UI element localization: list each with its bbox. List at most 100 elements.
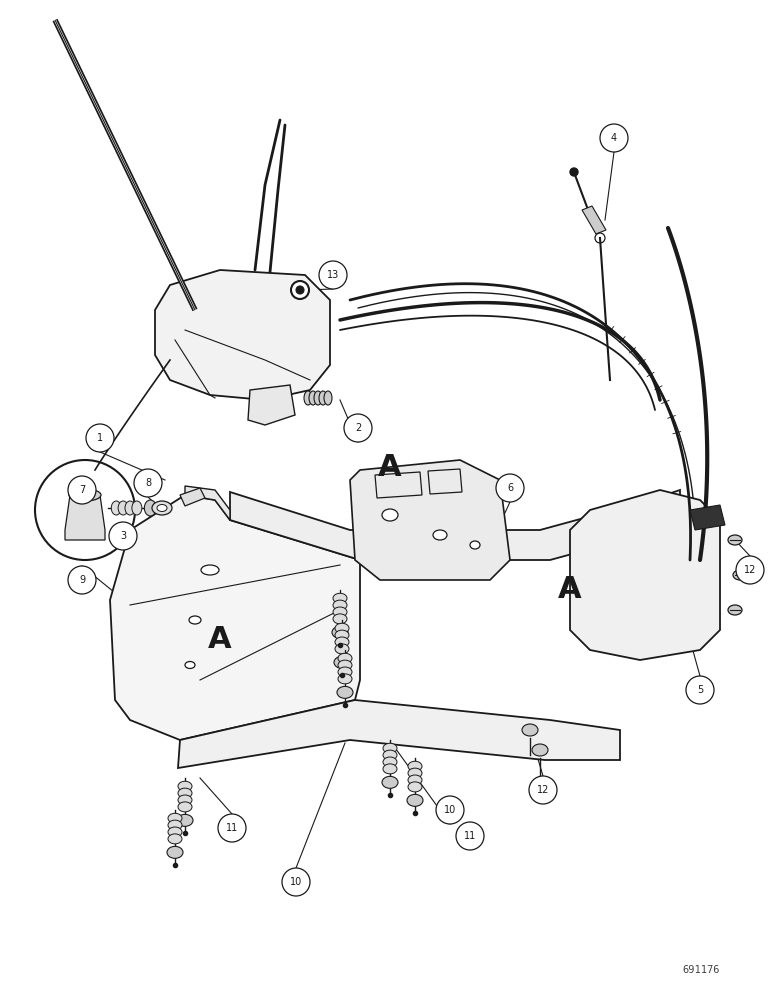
Ellipse shape [335,637,349,647]
Ellipse shape [338,653,352,663]
Circle shape [86,424,114,452]
Text: 2: 2 [355,423,361,433]
Ellipse shape [728,605,742,615]
Ellipse shape [407,794,423,806]
Ellipse shape [338,660,352,670]
Text: A: A [208,626,232,654]
Ellipse shape [333,607,347,617]
Polygon shape [110,495,360,740]
Text: 13: 13 [327,270,339,280]
Polygon shape [582,206,606,234]
Ellipse shape [111,501,121,515]
Ellipse shape [178,795,192,805]
Polygon shape [155,270,330,400]
Circle shape [736,556,764,584]
Ellipse shape [333,614,347,624]
Ellipse shape [532,744,548,756]
Ellipse shape [168,834,182,844]
Ellipse shape [125,501,135,515]
Polygon shape [248,385,295,425]
Circle shape [456,822,484,850]
Ellipse shape [177,814,193,826]
Ellipse shape [728,535,742,545]
Circle shape [496,474,524,502]
Ellipse shape [201,565,219,575]
Circle shape [68,476,96,504]
Ellipse shape [168,813,182,823]
Ellipse shape [144,500,157,516]
Ellipse shape [383,757,397,767]
Circle shape [109,522,137,550]
Ellipse shape [408,782,422,792]
Ellipse shape [335,644,349,654]
Ellipse shape [470,541,480,549]
Polygon shape [690,505,725,530]
Ellipse shape [382,776,398,788]
Text: 3: 3 [120,531,126,541]
Text: 10: 10 [290,877,302,887]
Ellipse shape [733,570,747,580]
Ellipse shape [408,775,422,785]
Ellipse shape [69,489,101,501]
Ellipse shape [382,509,398,521]
Polygon shape [185,486,230,520]
Ellipse shape [383,743,397,753]
Polygon shape [65,495,105,540]
Circle shape [344,414,372,442]
Ellipse shape [118,501,128,515]
Circle shape [686,676,714,704]
Ellipse shape [167,846,183,858]
Polygon shape [180,488,205,506]
Text: A: A [558,576,582,604]
Polygon shape [230,490,680,560]
Circle shape [134,469,162,497]
Ellipse shape [178,802,192,812]
Ellipse shape [338,667,352,677]
Ellipse shape [383,750,397,760]
Circle shape [296,286,304,294]
Text: 10: 10 [444,805,456,815]
Ellipse shape [168,820,182,830]
Ellipse shape [335,623,349,633]
Ellipse shape [522,724,538,736]
Text: 691176: 691176 [682,965,720,975]
Circle shape [600,124,628,152]
Ellipse shape [314,391,322,405]
Ellipse shape [189,616,201,624]
Ellipse shape [408,761,422,771]
Ellipse shape [185,662,195,668]
Text: 5: 5 [697,685,703,695]
Text: 6: 6 [507,483,513,493]
Ellipse shape [408,768,422,778]
Ellipse shape [333,600,347,610]
Ellipse shape [433,530,447,540]
Text: 4: 4 [611,133,617,143]
Circle shape [291,281,309,299]
Ellipse shape [332,626,348,638]
Polygon shape [570,490,720,660]
Ellipse shape [157,504,167,512]
Circle shape [35,460,135,560]
Ellipse shape [309,391,317,405]
Ellipse shape [319,391,327,405]
Text: 1: 1 [97,433,103,443]
Circle shape [218,814,246,842]
Ellipse shape [337,686,353,698]
Text: A: A [378,454,401,483]
Ellipse shape [324,391,332,405]
Ellipse shape [334,656,350,668]
Ellipse shape [168,827,182,837]
Text: 11: 11 [226,823,238,833]
Text: 8: 8 [145,478,151,488]
Circle shape [282,868,310,896]
Polygon shape [178,700,620,768]
Circle shape [436,796,464,824]
Ellipse shape [178,788,192,798]
Ellipse shape [178,781,192,791]
Ellipse shape [338,674,352,684]
Ellipse shape [132,501,142,515]
Ellipse shape [304,391,312,405]
Ellipse shape [152,501,172,515]
Text: 7: 7 [79,485,85,495]
Ellipse shape [383,764,397,774]
